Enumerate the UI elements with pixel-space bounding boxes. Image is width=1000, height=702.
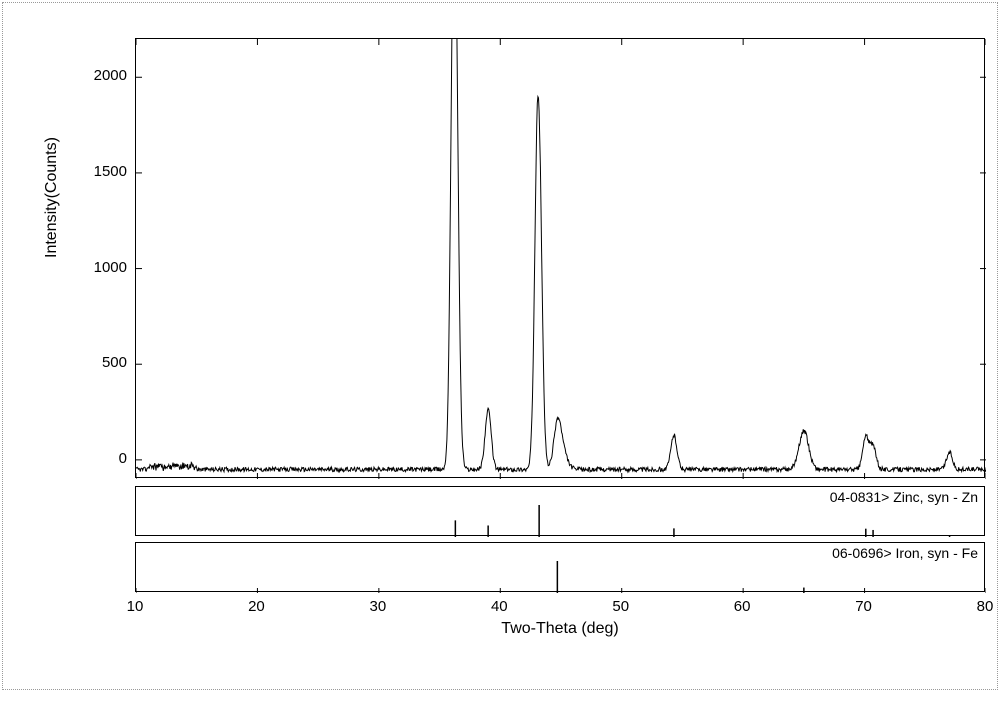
x-axis-label: Two-Theta (deg) (501, 620, 618, 638)
reference-label-zinc: 04-0831> Zinc, syn - Zn (830, 489, 978, 505)
y-tick-label: 2000 (85, 67, 127, 84)
x-tick-label: 60 (734, 598, 751, 615)
y-tick-label: 1500 (85, 163, 127, 180)
xrd-trace-svg (136, 39, 986, 479)
x-tick-label: 10 (127, 598, 144, 615)
x-tick-label: 20 (248, 598, 265, 615)
reference-panel-iron: 06-0696> Iron, syn - Fe (135, 542, 985, 592)
x-tick-label: 70 (855, 598, 872, 615)
x-tick-label: 40 (491, 598, 508, 615)
x-tick-label: 50 (612, 598, 629, 615)
y-tick-label: 1000 (85, 259, 127, 276)
xrd-figure: Intensity(Counts) 0 500 1000 1500 2000 10 20 3… (35, 18, 955, 638)
y-tick-label: 500 (85, 354, 127, 371)
y-axis-label: Intensity(Counts) (43, 137, 61, 258)
reference-label-iron: 06-0696> Iron, syn - Fe (832, 545, 978, 561)
main-plot-area (135, 38, 985, 478)
x-tick-label: 80 (977, 598, 994, 615)
reference-panel-zinc: 04-0831> Zinc, syn - Zn (135, 486, 985, 536)
y-tick-label: 0 (85, 450, 127, 467)
x-tick-label: 30 (370, 598, 387, 615)
